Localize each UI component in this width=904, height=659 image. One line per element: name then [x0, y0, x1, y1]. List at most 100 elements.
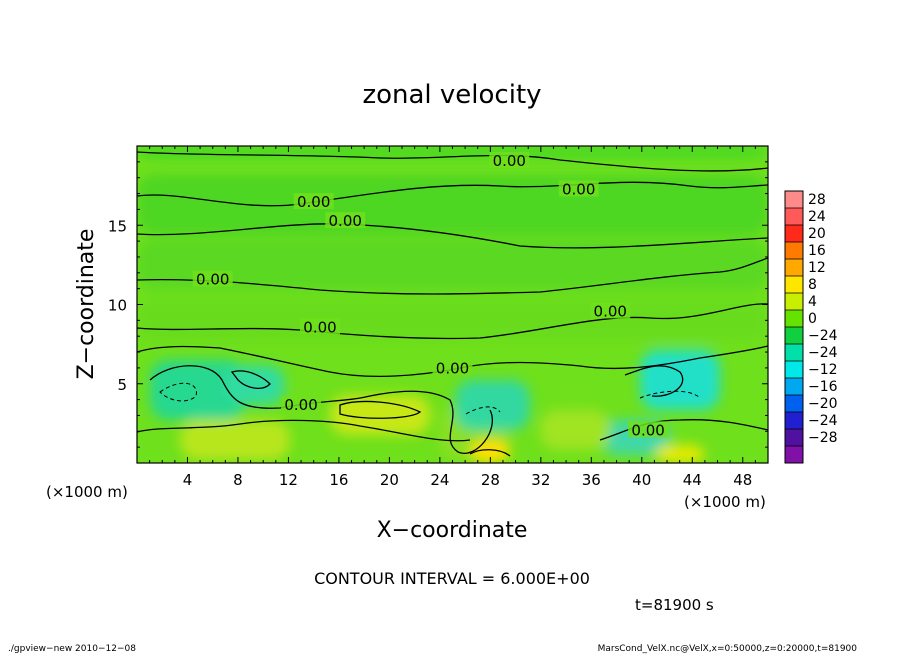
colorbar-swatch: [785, 191, 803, 209]
contour-line: [137, 303, 768, 340]
x-tick-label: 36: [582, 471, 601, 489]
contour-label: 0.00: [329, 212, 362, 230]
colorbar-label: 24: [808, 209, 826, 225]
contour-line: [149, 365, 493, 454]
colorbar-label: −16: [808, 379, 838, 395]
colorbar-label: 12: [808, 260, 826, 276]
contour-label-bg: [558, 180, 599, 197]
x-tick-label: 40: [632, 471, 651, 489]
plot-area: 0.000.000.000.000.000.000.000.000.000.00: [137, 146, 768, 463]
field-blob: [137, 240, 768, 290]
y-axis-label: Z−coordinate: [74, 229, 99, 380]
colorbar-swatch: [785, 378, 803, 396]
x-axis: 4 8 12 16 20 24 28 32 36 40 44 48: [149, 146, 756, 489]
contour-line: [137, 257, 768, 295]
time-label: t=81900 s: [635, 596, 714, 614]
colorbar-swatch: [785, 293, 803, 311]
contour-label-bg: [192, 270, 233, 287]
footer-right: MarsCond_VelX.nc@VelX,x=0:50000,z=0:2000…: [598, 644, 858, 654]
colorbar-swatch: [785, 361, 803, 379]
field-blob: [640, 350, 720, 410]
contour-label: 0.00: [284, 396, 317, 414]
colorbar-swatch: [785, 412, 803, 430]
colorbar-label: −12: [808, 362, 838, 378]
contour-label: 0.00: [493, 152, 526, 170]
contour-label-bg: [325, 212, 366, 229]
field-blob: [137, 175, 768, 235]
colorbar-swatch: [785, 225, 803, 243]
contour-label: 0.00: [631, 421, 664, 439]
contour-line: [624, 365, 684, 397]
contour-label-bg: [281, 395, 322, 412]
field-blob: [455, 380, 530, 430]
colorbar-swatch: [785, 208, 803, 226]
chart-title: zonal velocity: [362, 80, 541, 110]
contour-label-bg: [628, 421, 669, 438]
y-axis: 5 10 15: [108, 161, 768, 448]
colorbar-label: 4: [808, 294, 817, 310]
colorbar-label: 28: [808, 192, 826, 208]
contour-line-negative: [465, 406, 501, 415]
colorbar-label: 16: [808, 243, 826, 259]
colorbar-swatch: [785, 446, 803, 464]
x-tick-label: 32: [531, 471, 550, 489]
field-blob: [150, 360, 245, 420]
field-blob: [137, 300, 768, 340]
colorbar-swatch: [785, 276, 803, 294]
contour-label: 0.00: [562, 180, 595, 198]
colorbar-swatch: [785, 327, 803, 345]
contour-label: 0.00: [297, 193, 330, 211]
x-tick-label: 4: [183, 471, 193, 489]
contour-interval-text: CONTOUR INTERVAL = 6.000E+00: [314, 569, 590, 588]
colorbar-label: 20: [808, 226, 826, 242]
field-blob: [180, 420, 290, 460]
velocity-field-shading: [137, 146, 768, 463]
colorbar-swatch: [785, 395, 803, 413]
x-tick-label: 12: [279, 471, 298, 489]
contour-line-negative: [639, 390, 701, 399]
contour-label: 0.00: [594, 302, 627, 320]
x-axis-label: X−coordinate: [377, 518, 528, 543]
contour-label-bg: [299, 318, 340, 335]
y-tick-label: 15: [108, 217, 127, 235]
contour-line: [599, 419, 768, 441]
field-blob: [540, 410, 610, 450]
contour-line: [137, 419, 471, 442]
colorbar-label: 8: [808, 277, 817, 293]
x-tick-label: 44: [683, 471, 702, 489]
contour-line: [137, 223, 768, 249]
contour-label-bg: [432, 359, 473, 376]
y-tick-label: 10: [108, 297, 127, 315]
contour-line: [469, 449, 511, 457]
x-tick-label: 28: [481, 471, 500, 489]
y-tick-label: 5: [117, 376, 127, 394]
contour-line: [339, 400, 422, 419]
contour-line: [137, 151, 768, 172]
contour-label: 0.00: [436, 359, 469, 377]
footer-left: ./gpview−new 2010−12−08: [8, 644, 136, 654]
colorbar-label: −28: [808, 430, 838, 446]
colorbar-swatch: [785, 344, 803, 362]
contour-line-negative: [159, 382, 197, 402]
contour-label-bg: [293, 193, 334, 210]
colorbar-label: −24: [808, 345, 838, 361]
colorbar-label: −20: [808, 396, 838, 412]
contour-labels: 0.000.000.000.000.000.000.000.000.000.00: [192, 151, 669, 439]
colorbar-label: −24: [808, 413, 838, 429]
contour-line: [230, 370, 271, 390]
colorbar-label: 0: [808, 311, 817, 327]
colorbar-swatch: [785, 429, 803, 447]
x-unit-label: (×1000 m): [46, 483, 128, 501]
x-unit-label-right: (×1000 m): [684, 493, 766, 511]
x-tick-label: 48: [733, 471, 752, 489]
contour-label: 0.00: [303, 318, 336, 336]
x-tick-label: 20: [380, 471, 399, 489]
x-tick-label: 24: [430, 471, 449, 489]
colorbar-swatch: [785, 310, 803, 328]
colorbar-swatch: [785, 242, 803, 260]
x-tick-label: 8: [233, 471, 243, 489]
field-blob: [225, 365, 285, 405]
